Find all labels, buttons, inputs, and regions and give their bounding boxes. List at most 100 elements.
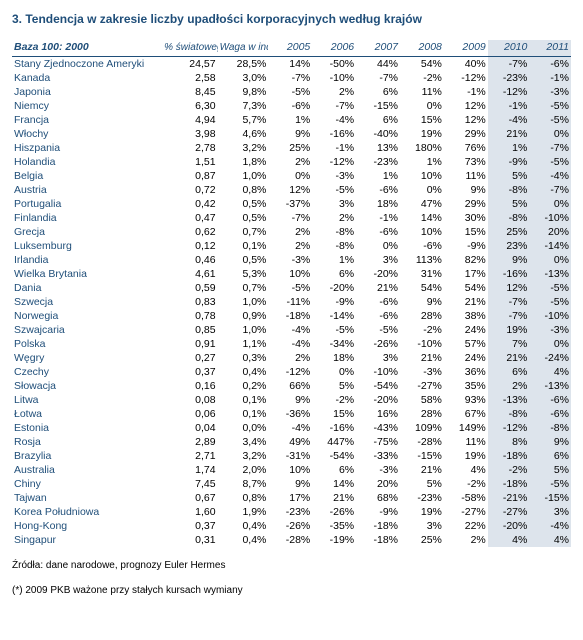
cell-value: 22% bbox=[444, 519, 488, 533]
cell-value: 2% bbox=[312, 85, 356, 99]
cell-value: 12% bbox=[444, 99, 488, 113]
cell-value: -16% bbox=[312, 127, 356, 141]
cell-country: Singapur bbox=[12, 533, 162, 547]
cell-gdp: 2,58 bbox=[162, 71, 217, 85]
cell-value: 12% bbox=[488, 281, 530, 295]
cell-value: 0% bbox=[529, 197, 571, 211]
cell-value: 9% bbox=[529, 435, 571, 449]
cell-value: 3% bbox=[529, 505, 571, 519]
cell-weight: 0,8% bbox=[218, 183, 269, 197]
cell-value: 5% bbox=[488, 169, 530, 183]
cell-value: 6% bbox=[488, 365, 530, 379]
cell-value: -8% bbox=[312, 225, 356, 239]
cell-value: -3% bbox=[400, 365, 444, 379]
cell-value: 36% bbox=[444, 365, 488, 379]
cell-weight: 3,4% bbox=[218, 435, 269, 449]
cell-value: -18% bbox=[488, 477, 530, 491]
cell-gdp: 0,62 bbox=[162, 225, 217, 239]
cell-value: -5% bbox=[268, 281, 312, 295]
cell-value: 3% bbox=[356, 351, 400, 365]
cell-value: 1% bbox=[356, 169, 400, 183]
cell-weight: 0,4% bbox=[218, 365, 269, 379]
cell-value: -9% bbox=[488, 155, 530, 169]
cell-weight: 3,2% bbox=[218, 141, 269, 155]
table-row: Singapur0,310,4%-28%-19%-18%25%2%4%4% bbox=[12, 533, 571, 547]
cell-weight: 5,3% bbox=[218, 267, 269, 281]
cell-value: 29% bbox=[444, 127, 488, 141]
cell-value: 4% bbox=[529, 533, 571, 547]
cell-value: 28% bbox=[400, 407, 444, 421]
cell-value: -18% bbox=[356, 533, 400, 547]
col-2008: 2008 bbox=[400, 40, 444, 57]
cell-weight: 0,0% bbox=[218, 421, 269, 435]
cell-value: 4% bbox=[444, 463, 488, 477]
cell-value: 13% bbox=[356, 141, 400, 155]
cell-weight: 0,1% bbox=[218, 239, 269, 253]
cell-country: Hiszpania bbox=[12, 141, 162, 155]
cell-value: 2% bbox=[268, 225, 312, 239]
cell-value: -7% bbox=[488, 309, 530, 323]
cell-value: 24% bbox=[444, 323, 488, 337]
cell-value: -4% bbox=[268, 421, 312, 435]
table-row: Hiszpania2,783,2%25%-1%13%180%76%1%-7% bbox=[12, 141, 571, 155]
cell-value: -15% bbox=[400, 449, 444, 463]
cell-gdp: 0,46 bbox=[162, 253, 217, 267]
cell-value: 447% bbox=[312, 435, 356, 449]
cell-value: 5% bbox=[529, 463, 571, 477]
cell-country: Włochy bbox=[12, 127, 162, 141]
cell-value: 15% bbox=[444, 225, 488, 239]
cell-value: -23% bbox=[488, 71, 530, 85]
cell-country: Węgry bbox=[12, 351, 162, 365]
cell-country: Szwecja bbox=[12, 295, 162, 309]
cell-value: -34% bbox=[312, 337, 356, 351]
cell-weight: 0,4% bbox=[218, 519, 269, 533]
cell-value: -58% bbox=[444, 491, 488, 505]
cell-value: -10% bbox=[312, 71, 356, 85]
col-2009: 2009 bbox=[444, 40, 488, 57]
cell-weight: 0,8% bbox=[218, 491, 269, 505]
cell-country: Łotwa bbox=[12, 407, 162, 421]
table-row: Czechy0,370,4%-12%0%-10%-3%36%6%4% bbox=[12, 365, 571, 379]
cell-weight: 1,9% bbox=[218, 505, 269, 519]
cell-value: -50% bbox=[312, 57, 356, 72]
cell-value: -8% bbox=[312, 239, 356, 253]
cell-value: -8% bbox=[488, 211, 530, 225]
cell-value: 21% bbox=[312, 491, 356, 505]
cell-gdp: 0,47 bbox=[162, 211, 217, 225]
table-row: Estonia0,040,0%-4%-16%-43%109%149%-12%-8… bbox=[12, 421, 571, 435]
cell-gdp: 0,37 bbox=[162, 519, 217, 533]
cell-value: 30% bbox=[444, 211, 488, 225]
cell-weight: 3,2% bbox=[218, 449, 269, 463]
col-2006: 2006 bbox=[312, 40, 356, 57]
cell-value: -27% bbox=[400, 379, 444, 393]
cell-value: -23% bbox=[356, 155, 400, 169]
cell-value: 3% bbox=[400, 519, 444, 533]
cell-value: 20% bbox=[529, 225, 571, 239]
cell-value: -5% bbox=[529, 99, 571, 113]
cell-value: -12% bbox=[488, 421, 530, 435]
table-row: Holandia1,511,8%2%-12%-23%1%73%-9%-5% bbox=[12, 155, 571, 169]
cell-value: 0% bbox=[529, 337, 571, 351]
cell-value: 47% bbox=[400, 197, 444, 211]
col-2005: 2005 bbox=[268, 40, 312, 57]
table-row: Portugalia0,420,5%-37%3%18%47%29%5%0% bbox=[12, 197, 571, 211]
cell-value: 15% bbox=[400, 113, 444, 127]
cell-country: Korea Południowa bbox=[12, 505, 162, 519]
cell-value: 3% bbox=[356, 253, 400, 267]
cell-gdp: 0,27 bbox=[162, 351, 217, 365]
cell-value: 180% bbox=[400, 141, 444, 155]
cell-weight: 0,2% bbox=[218, 379, 269, 393]
cell-value: -24% bbox=[529, 351, 571, 365]
cell-gdp: 7,45 bbox=[162, 477, 217, 491]
cell-value: 44% bbox=[356, 57, 400, 72]
cell-weight: 1,0% bbox=[218, 169, 269, 183]
cell-value: 4% bbox=[488, 533, 530, 547]
cell-value: 21% bbox=[400, 463, 444, 477]
cell-gdp: 0,91 bbox=[162, 337, 217, 351]
cell-value: 2% bbox=[488, 379, 530, 393]
cell-value: -14% bbox=[312, 309, 356, 323]
cell-value: 12% bbox=[444, 113, 488, 127]
footnote-gdp-note: (*) 2009 PKB ważone przy stałych kursach… bbox=[12, 584, 571, 597]
cell-value: 66% bbox=[268, 379, 312, 393]
table-row: Austria0,720,8%12%-5%-6%0%9%-8%-7% bbox=[12, 183, 571, 197]
